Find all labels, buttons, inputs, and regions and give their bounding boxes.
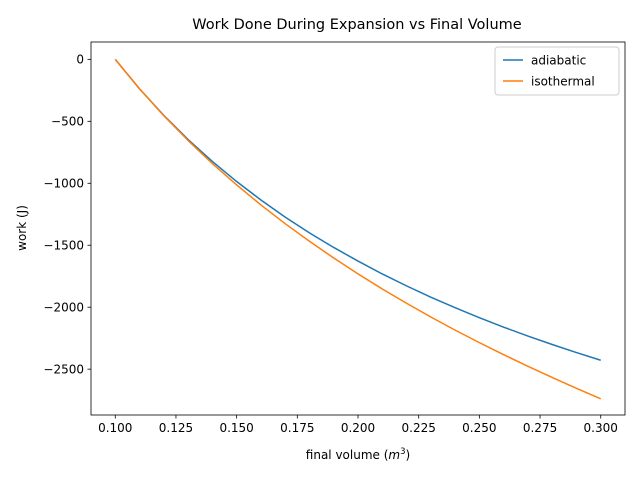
x-tick-label: 0.275 bbox=[523, 421, 557, 435]
y-axis-ticks: 0 −500 −1000 −1500 −2000 −2500 bbox=[43, 53, 91, 376]
y-tick-label: 0 bbox=[76, 53, 84, 67]
x-tick-label: 0.125 bbox=[159, 421, 193, 435]
series-line-adiabatic bbox=[114, 58, 601, 361]
chart-title: Work Done During Expansion vs Final Volu… bbox=[192, 17, 521, 33]
x-tick-label: 0.150 bbox=[219, 421, 253, 435]
y-tick-label: −2000 bbox=[43, 300, 84, 314]
series-layer bbox=[114, 58, 602, 400]
series-line-isothermal bbox=[114, 58, 602, 400]
y-axis-label: work (J) bbox=[15, 205, 29, 251]
x-tick-label: 0.250 bbox=[462, 421, 496, 435]
legend-label-isothermal: isothermal bbox=[531, 74, 595, 88]
plot-frame bbox=[90, 41, 626, 416]
y-tick-label: −500 bbox=[51, 115, 84, 129]
x-axis-ticks: 0.100 0.125 0.150 0.175 0.200 0.225 0.250 0.275… bbox=[98, 415, 618, 435]
y-tick-label: −1500 bbox=[43, 239, 84, 253]
legend-box bbox=[494, 46, 620, 96]
x-tick-label: 0.225 bbox=[402, 421, 436, 435]
x-tick-label: 0.100 bbox=[98, 421, 132, 435]
legend-label-adiabatic: adiabatic bbox=[531, 53, 586, 67]
x-tick-label: 0.200 bbox=[341, 421, 375, 435]
x-tick-label: 0.300 bbox=[584, 421, 618, 435]
y-tick-label: −2500 bbox=[43, 362, 84, 376]
x-axis-label: final volume (m3) bbox=[306, 447, 410, 462]
y-tick-label: −1000 bbox=[43, 177, 84, 191]
legend: adiabatic isothermal bbox=[494, 46, 620, 96]
x-tick-label: 0.175 bbox=[280, 421, 314, 435]
